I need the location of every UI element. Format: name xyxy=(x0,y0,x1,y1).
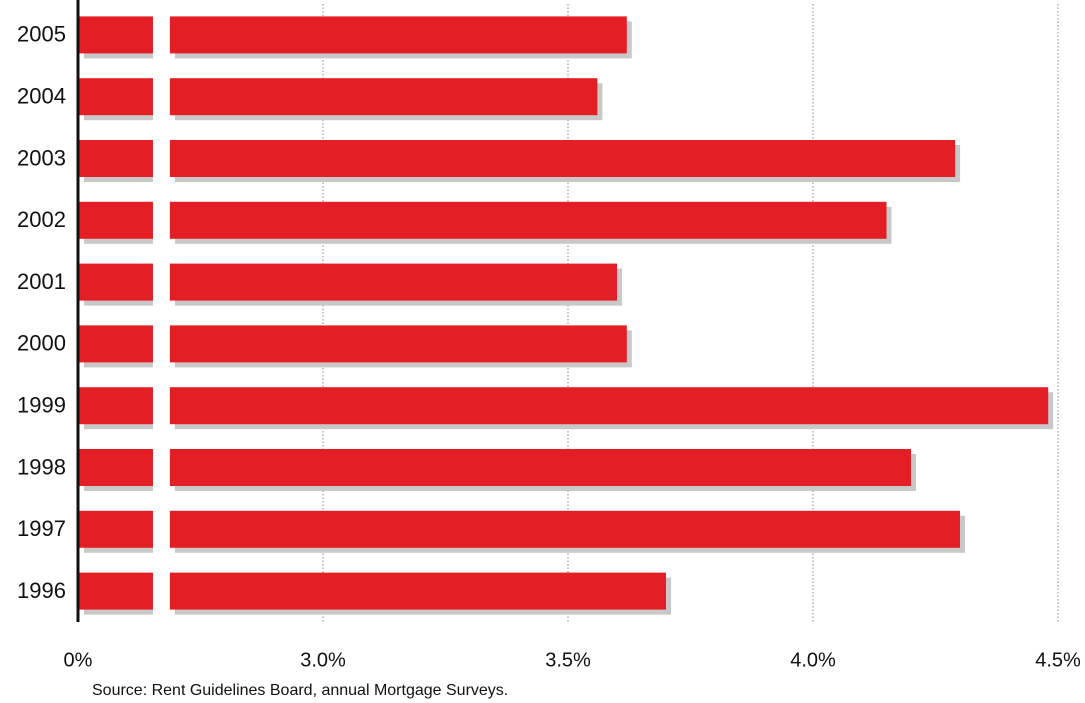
bar xyxy=(78,201,153,239)
bar xyxy=(169,201,887,239)
y-tick-label: 1996 xyxy=(17,578,66,603)
y-tick-label: 1997 xyxy=(17,516,66,541)
bar xyxy=(78,572,153,610)
bar xyxy=(169,572,666,610)
bar xyxy=(78,140,153,177)
bar xyxy=(78,325,153,363)
y-tick-label: 2002 xyxy=(17,207,66,232)
bar xyxy=(78,510,153,548)
source-note: Source: Rent Guidelines Board, annual Mo… xyxy=(92,682,508,699)
bar xyxy=(78,16,153,54)
y-tick-label: 2001 xyxy=(17,269,66,294)
bar xyxy=(169,387,1049,425)
y-tick-label: 2004 xyxy=(17,84,66,109)
bar xyxy=(78,449,153,486)
x-tick-label: 4.0% xyxy=(790,649,836,671)
bar xyxy=(169,325,627,363)
bar xyxy=(78,263,153,301)
x-tick-label: 3.0% xyxy=(300,649,346,671)
bar xyxy=(169,16,627,54)
x-tick-label: 0% xyxy=(64,649,93,671)
bar xyxy=(169,510,960,548)
x-tick-label: 3.5% xyxy=(545,649,591,671)
y-tick-label: 1998 xyxy=(17,454,66,479)
y-tick-label: 2003 xyxy=(17,145,66,170)
bar xyxy=(169,140,956,177)
x-tick-label: 4.5% xyxy=(1035,649,1081,671)
bar xyxy=(169,263,617,301)
bar xyxy=(78,387,153,425)
bar xyxy=(78,78,153,116)
y-tick-label: 1999 xyxy=(17,393,66,418)
y-tick-label: 2005 xyxy=(17,22,66,47)
y-tick-label: 2000 xyxy=(17,331,66,356)
bar xyxy=(169,78,598,116)
bar xyxy=(169,449,911,486)
